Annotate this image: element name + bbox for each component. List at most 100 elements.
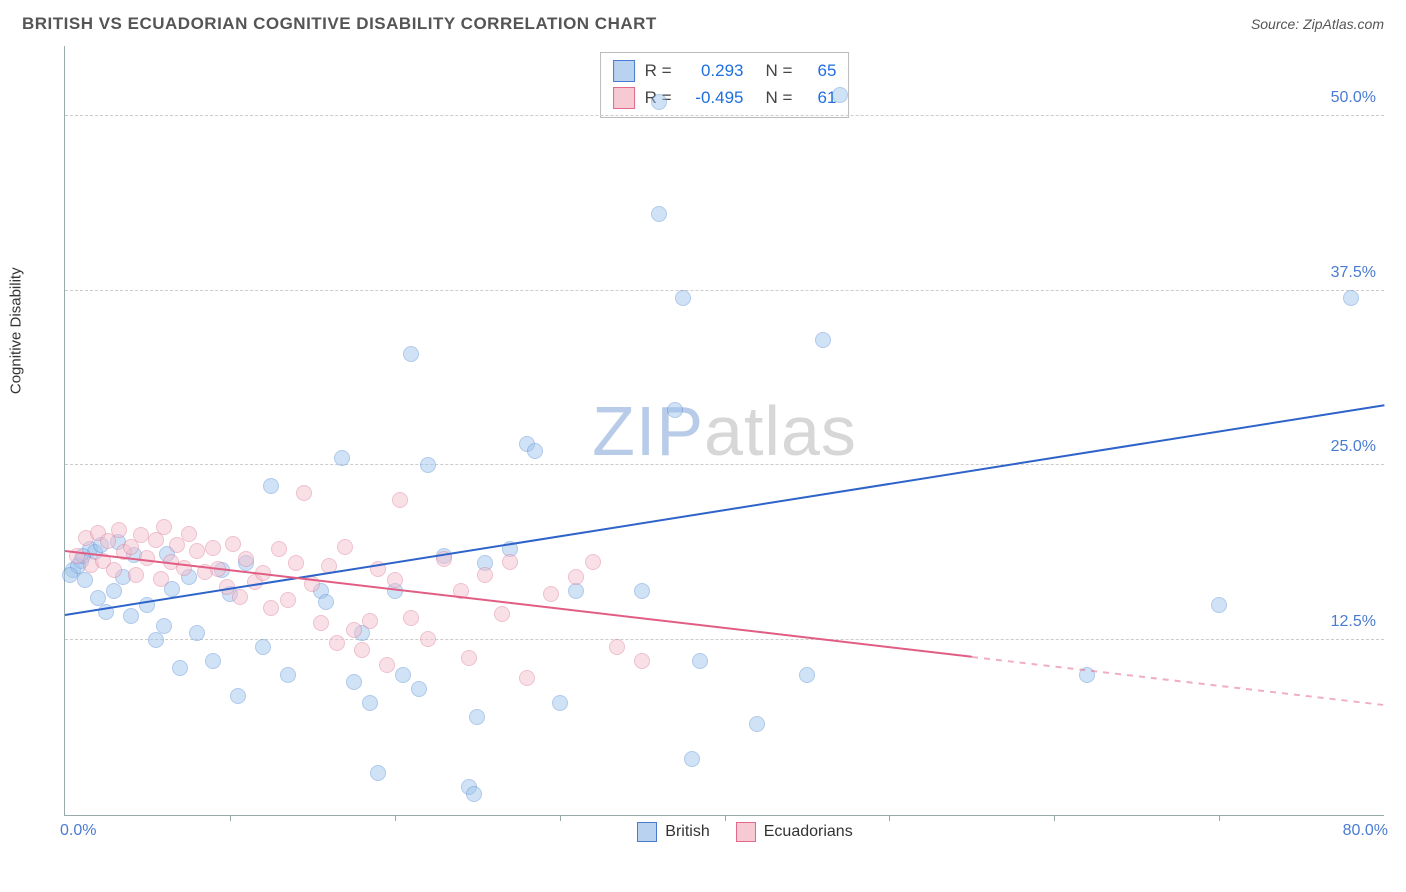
scatter-point (189, 543, 205, 559)
legend-label: British (665, 823, 709, 841)
scatter-point (568, 569, 584, 585)
gridline (65, 115, 1384, 116)
scatter-point (403, 346, 419, 362)
scatter-point (420, 631, 436, 647)
scatter-point (1211, 597, 1227, 613)
scatter-point (354, 642, 370, 658)
scatter-point (106, 583, 122, 599)
scatter-point (552, 695, 568, 711)
scatter-point (543, 586, 559, 602)
scatter-point (111, 522, 127, 538)
scatter-point (255, 639, 271, 655)
x-start-label: 0.0% (60, 822, 96, 840)
legend-item: Ecuadorians (736, 822, 853, 842)
scatter-point (271, 541, 287, 557)
scatter-point (128, 567, 144, 583)
scatter-point (634, 583, 650, 599)
scatter-point (77, 572, 93, 588)
legend-swatch (613, 87, 635, 109)
y-tick-label: 37.5% (1331, 264, 1376, 282)
scatter-point (651, 206, 667, 222)
legend-swatch (613, 60, 635, 82)
scatter-point (280, 667, 296, 683)
scatter-point (466, 786, 482, 802)
chart-title: BRITISH VS ECUADORIAN COGNITIVE DISABILI… (22, 14, 657, 34)
scatter-point (379, 657, 395, 673)
scatter-point (172, 660, 188, 676)
scatter-point (749, 716, 765, 732)
scatter-point (181, 526, 197, 542)
correlation-legend: R =0.293N =65R =-0.495N =61 (600, 52, 850, 118)
scatter-point (156, 618, 172, 634)
n-value: 65 (802, 57, 836, 84)
scatter-point (176, 560, 192, 576)
scatter-point (370, 765, 386, 781)
scatter-point (205, 653, 221, 669)
scatter-point (675, 290, 691, 306)
scatter-point (634, 653, 650, 669)
scatter-point (232, 589, 248, 605)
r-label: R = (645, 57, 672, 84)
r-value: -0.495 (682, 84, 744, 111)
scatter-point (280, 592, 296, 608)
scatter-point (411, 681, 427, 697)
watermark-bold: ZIP (592, 392, 704, 470)
scatter-point (337, 539, 353, 555)
scatter-point (106, 562, 122, 578)
scatter-point (502, 554, 518, 570)
scatter-point (387, 572, 403, 588)
n-label: N = (766, 57, 793, 84)
scatter-point (832, 87, 848, 103)
scatter-point (318, 594, 334, 610)
scatter-point (205, 540, 221, 556)
scatter-point (684, 751, 700, 767)
trend-line (972, 656, 1384, 706)
plot-region: ZIPatlas R =0.293N =65R =-0.495N =61 12.… (64, 46, 1384, 816)
scatter-point (139, 550, 155, 566)
scatter-point (799, 667, 815, 683)
trend-line (65, 405, 1384, 617)
scatter-point (263, 478, 279, 494)
scatter-point (153, 571, 169, 587)
y-tick-label: 25.0% (1331, 438, 1376, 456)
y-tick-label: 50.0% (1331, 89, 1376, 107)
scatter-point (461, 650, 477, 666)
scatter-point (651, 94, 667, 110)
scatter-point (362, 613, 378, 629)
source-label: Source: ZipAtlas.com (1251, 16, 1384, 32)
legend-swatch (736, 822, 756, 842)
n-value: 61 (802, 84, 836, 111)
scatter-point (667, 402, 683, 418)
scatter-point (313, 615, 329, 631)
scatter-point (420, 457, 436, 473)
scatter-point (527, 443, 543, 459)
y-tick-label: 12.5% (1331, 613, 1376, 631)
scatter-point (148, 632, 164, 648)
scatter-point (296, 485, 312, 501)
legend-row: R =-0.495N =61 (613, 84, 837, 111)
scatter-point (334, 450, 350, 466)
scatter-point (469, 709, 485, 725)
scatter-point (156, 519, 172, 535)
scatter-point (362, 695, 378, 711)
x-axis-labels: 0.0% 80.0% BritishEcuadorians (64, 822, 1384, 846)
scatter-point (692, 653, 708, 669)
scatter-point (477, 567, 493, 583)
scatter-point (329, 635, 345, 651)
trend-line (65, 550, 972, 658)
scatter-point (238, 551, 254, 567)
scatter-point (519, 670, 535, 686)
gridline (65, 290, 1384, 291)
legend-item: British (637, 822, 709, 842)
scatter-point (395, 667, 411, 683)
scatter-point (288, 555, 304, 571)
scatter-point (225, 536, 241, 552)
scatter-point (494, 606, 510, 622)
legend-label: Ecuadorians (764, 823, 853, 841)
scatter-point (189, 625, 205, 641)
scatter-point (346, 622, 362, 638)
n-label: N = (766, 84, 793, 111)
scatter-point (815, 332, 831, 348)
scatter-point (585, 554, 601, 570)
scatter-point (263, 600, 279, 616)
